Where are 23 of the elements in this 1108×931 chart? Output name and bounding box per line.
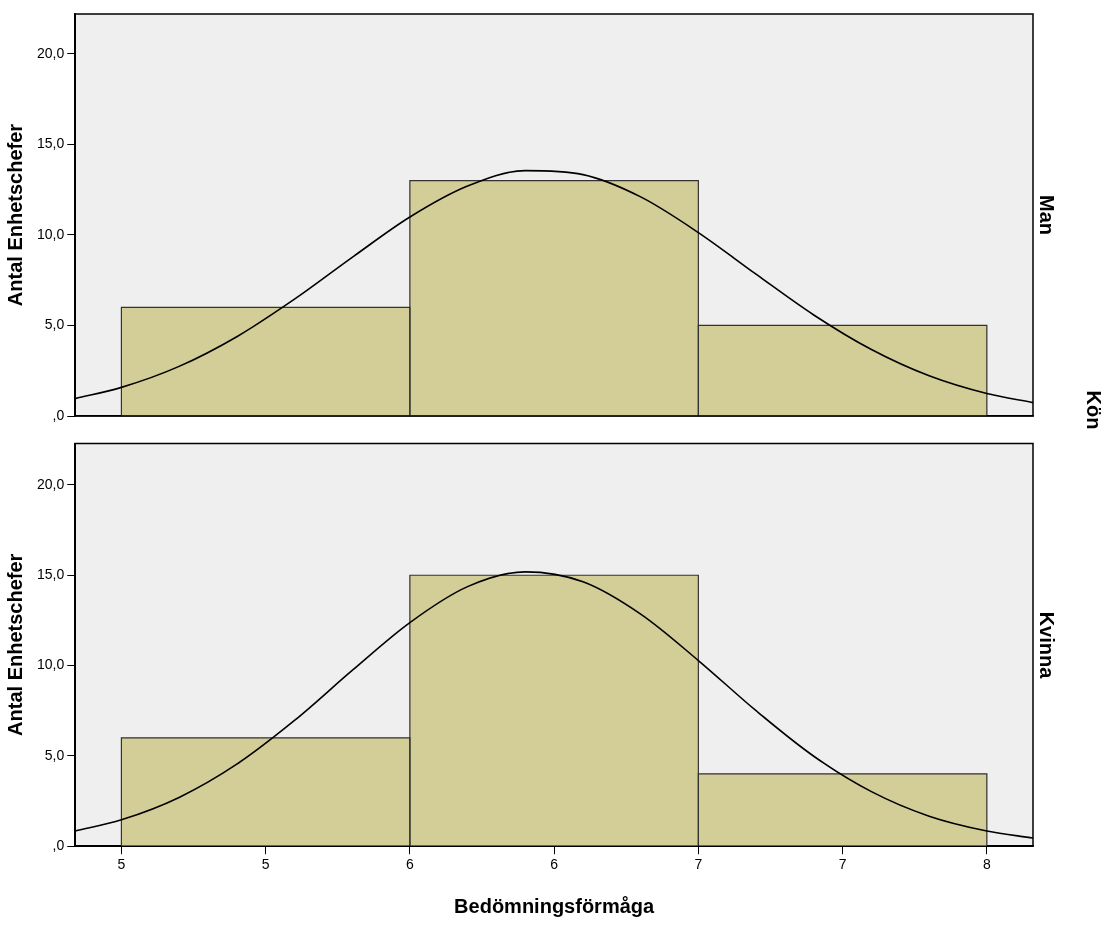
- y-tick-label: 10,0: [37, 225, 65, 242]
- y-tick-label: 20,0: [37, 44, 65, 61]
- x-tick-label: 5: [117, 856, 126, 873]
- text: Kvinna: [1034, 611, 1058, 679]
- y-tick-label: 15,0: [37, 566, 65, 583]
- y-tick-label: 15,0: [37, 135, 65, 152]
- x-axis-title: Bedömningsförmåga: [454, 894, 655, 917]
- y-axis-title: Antal Enhetschefer: [3, 553, 26, 736]
- y-tick-label: 5,0: [44, 316, 65, 333]
- y-tick-label: ,0: [52, 837, 65, 854]
- x-tick-label: 7: [838, 856, 847, 873]
- y-tick-label: 5,0: [44, 746, 65, 763]
- x-tick-label: 6: [405, 856, 414, 873]
- y-axis-title: Antal Enhetschefer: [3, 123, 26, 307]
- y-tick-label: ,0: [52, 406, 65, 423]
- x-tick-label: 5: [261, 856, 270, 873]
- x-tick-label: 8: [982, 856, 991, 873]
- y-tick-label: 20,0: [37, 475, 65, 492]
- x-tick-label: 6: [550, 856, 559, 873]
- y-tick-label: 10,0: [37, 656, 65, 673]
- text: Man: [1034, 195, 1058, 235]
- x-tick-label: 7: [694, 856, 703, 873]
- text: Kön: [1081, 390, 1105, 430]
